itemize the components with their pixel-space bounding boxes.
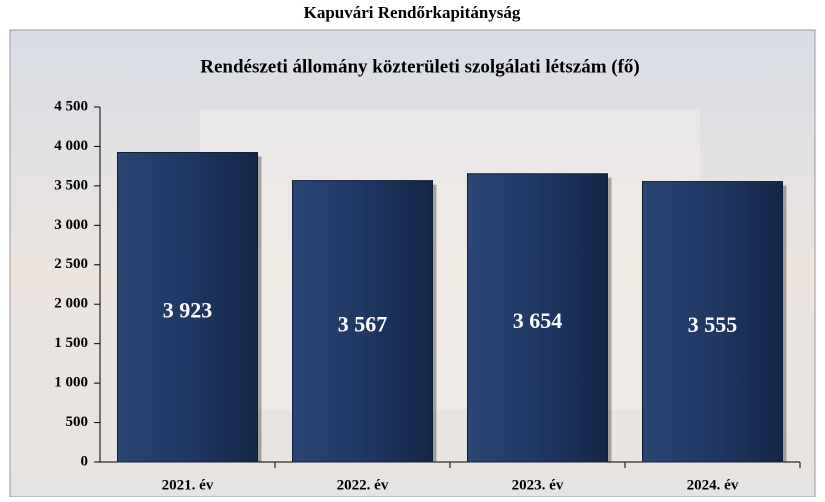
value-label: 3 923 — [163, 297, 213, 322]
y-tick-label: 500 — [66, 414, 89, 430]
y-tick-label: 4 500 — [54, 98, 88, 114]
x-tick-label: 2021. év — [162, 477, 214, 493]
chart-subtitle: Rendészeti állomány közterületi szolgála… — [200, 56, 640, 77]
x-tick-label: 2022. év — [337, 477, 389, 493]
value-label: 3 654 — [513, 308, 563, 333]
y-tick-label: 2 500 — [54, 256, 88, 272]
chart-title: Kapuvári Rendőrkapitányság — [304, 3, 521, 22]
chart: Kapuvári Rendőrkapitányság Rendészeti ál… — [0, 0, 825, 497]
value-label: 3 567 — [338, 311, 388, 336]
y-tick-label: 3 000 — [54, 217, 88, 233]
y-tick-label: 3 500 — [54, 177, 88, 193]
x-tick-label: 2023. év — [512, 477, 564, 493]
y-tick-label: 4 000 — [54, 138, 88, 154]
y-tick-label: 1 000 — [54, 375, 88, 391]
building-shape — [200, 110, 700, 410]
value-label: 3 555 — [688, 312, 738, 337]
y-tick-label: 0 — [81, 453, 89, 469]
y-tick-label: 1 500 — [54, 335, 88, 351]
y-tick-label: 2 000 — [54, 296, 88, 312]
x-tick-label: 2024. év — [687, 477, 739, 493]
